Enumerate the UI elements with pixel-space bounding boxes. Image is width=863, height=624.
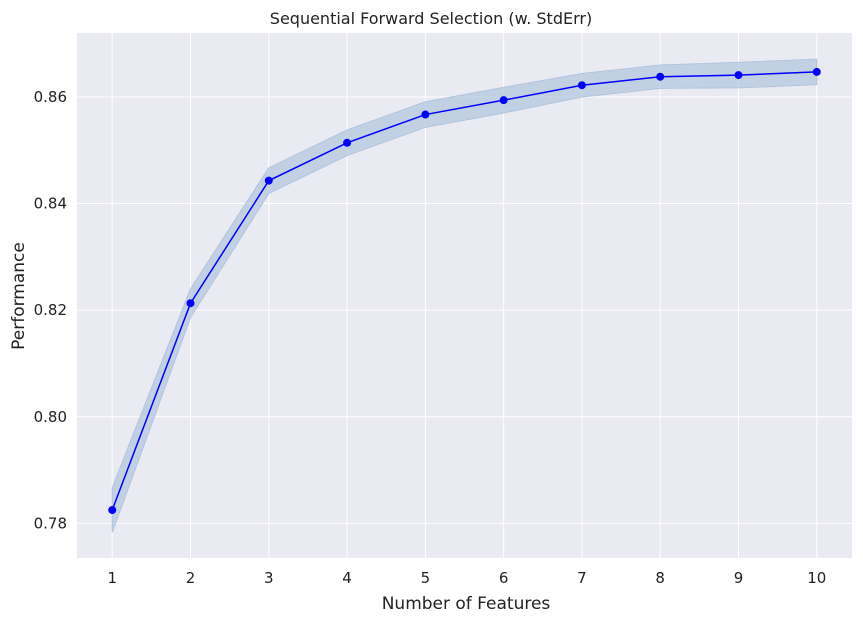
chart-title: Sequential Forward Selection (w. StdErr) xyxy=(270,9,592,28)
x-tick-label: 4 xyxy=(342,569,352,587)
series-line xyxy=(111,71,817,511)
x-tick-label: 8 xyxy=(655,569,665,587)
data-point xyxy=(812,67,821,76)
data-point xyxy=(186,299,195,308)
data-point xyxy=(264,176,273,185)
data-point xyxy=(656,72,665,81)
x-tick-label: 7 xyxy=(577,569,587,587)
y-tick-label: 0.78 xyxy=(34,514,67,532)
x-tick-label: 6 xyxy=(499,569,509,587)
data-point xyxy=(499,96,508,105)
x-tick-labels: 1 2 3 4 5 6 7 8 9 10 xyxy=(107,569,826,587)
x-tick-label: 3 xyxy=(264,569,274,587)
x-tick-label: 9 xyxy=(734,569,744,587)
data-points xyxy=(108,67,821,515)
x-tick-label: 10 xyxy=(807,569,826,587)
y-tick-label: 0.84 xyxy=(34,195,67,213)
y-tick-label: 0.80 xyxy=(34,408,67,426)
data-point xyxy=(734,71,743,80)
x-tick-label: 1 xyxy=(107,569,117,587)
data-point xyxy=(108,506,117,515)
stderr-band xyxy=(111,58,818,533)
data-point xyxy=(343,138,352,147)
y-tick-label: 0.82 xyxy=(34,301,67,319)
y-tick-labels: 0.78 0.80 0.82 0.84 0.86 xyxy=(34,88,67,532)
x-tick-label: 5 xyxy=(421,569,431,587)
x-tick-label: 2 xyxy=(186,569,196,587)
x-axis-label: Number of Features xyxy=(382,594,551,614)
data-point xyxy=(421,110,430,119)
data-point xyxy=(577,81,586,90)
stderr-bands xyxy=(111,58,818,533)
y-axis-label: Performance xyxy=(9,242,29,350)
series-lines xyxy=(111,71,817,511)
y-tick-label: 0.86 xyxy=(34,88,67,106)
